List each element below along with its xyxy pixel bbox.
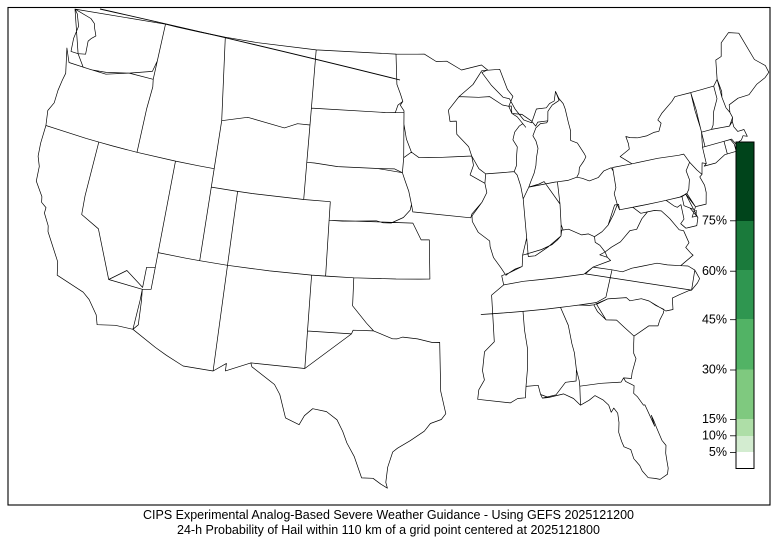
- svg-text:75%: 75%: [702, 214, 727, 228]
- svg-text:5%: 5%: [709, 445, 727, 459]
- svg-text:60%: 60%: [702, 264, 727, 278]
- svg-text:45%: 45%: [702, 313, 727, 327]
- svg-text:10%: 10%: [702, 429, 727, 443]
- svg-text:30%: 30%: [702, 363, 727, 377]
- svg-text:15%: 15%: [702, 412, 727, 426]
